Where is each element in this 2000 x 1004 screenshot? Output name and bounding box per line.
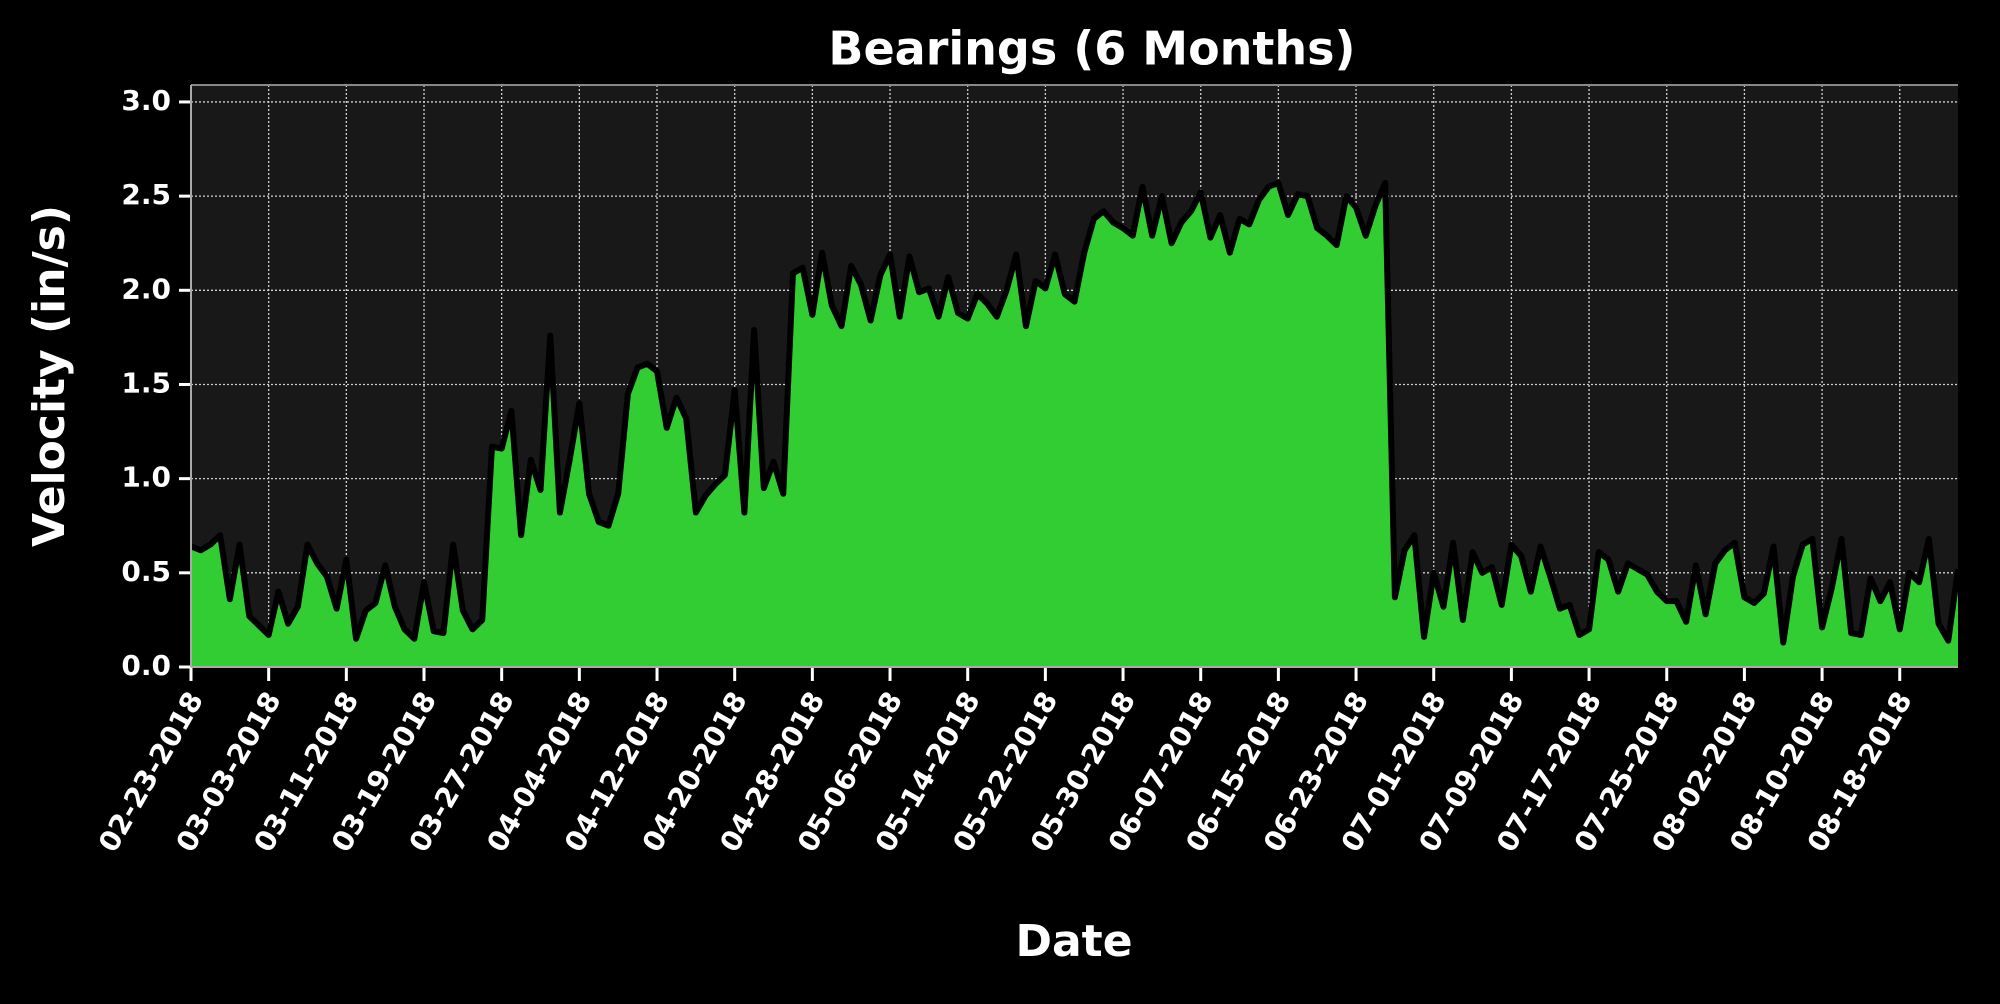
area-fill — [191, 182, 1958, 667]
y-tick-label: 1.0 — [121, 461, 171, 494]
y-tick-label: 2.5 — [121, 178, 171, 211]
y-tick-label: 1.5 — [121, 366, 171, 399]
area-line — [189, 179, 1961, 646]
x-axis-label: Date — [1015, 916, 1132, 967]
y-tick-label: 0.5 — [121, 555, 171, 588]
y-tick-label: 3.0 — [121, 84, 171, 117]
y-axis-label: Velocity (in/s) — [24, 205, 75, 547]
y-tick-label: 0.0 — [121, 649, 171, 682]
chart-title: Bearings (6 Months) — [828, 22, 1355, 76]
y-tick-label: 2.0 — [121, 272, 171, 305]
